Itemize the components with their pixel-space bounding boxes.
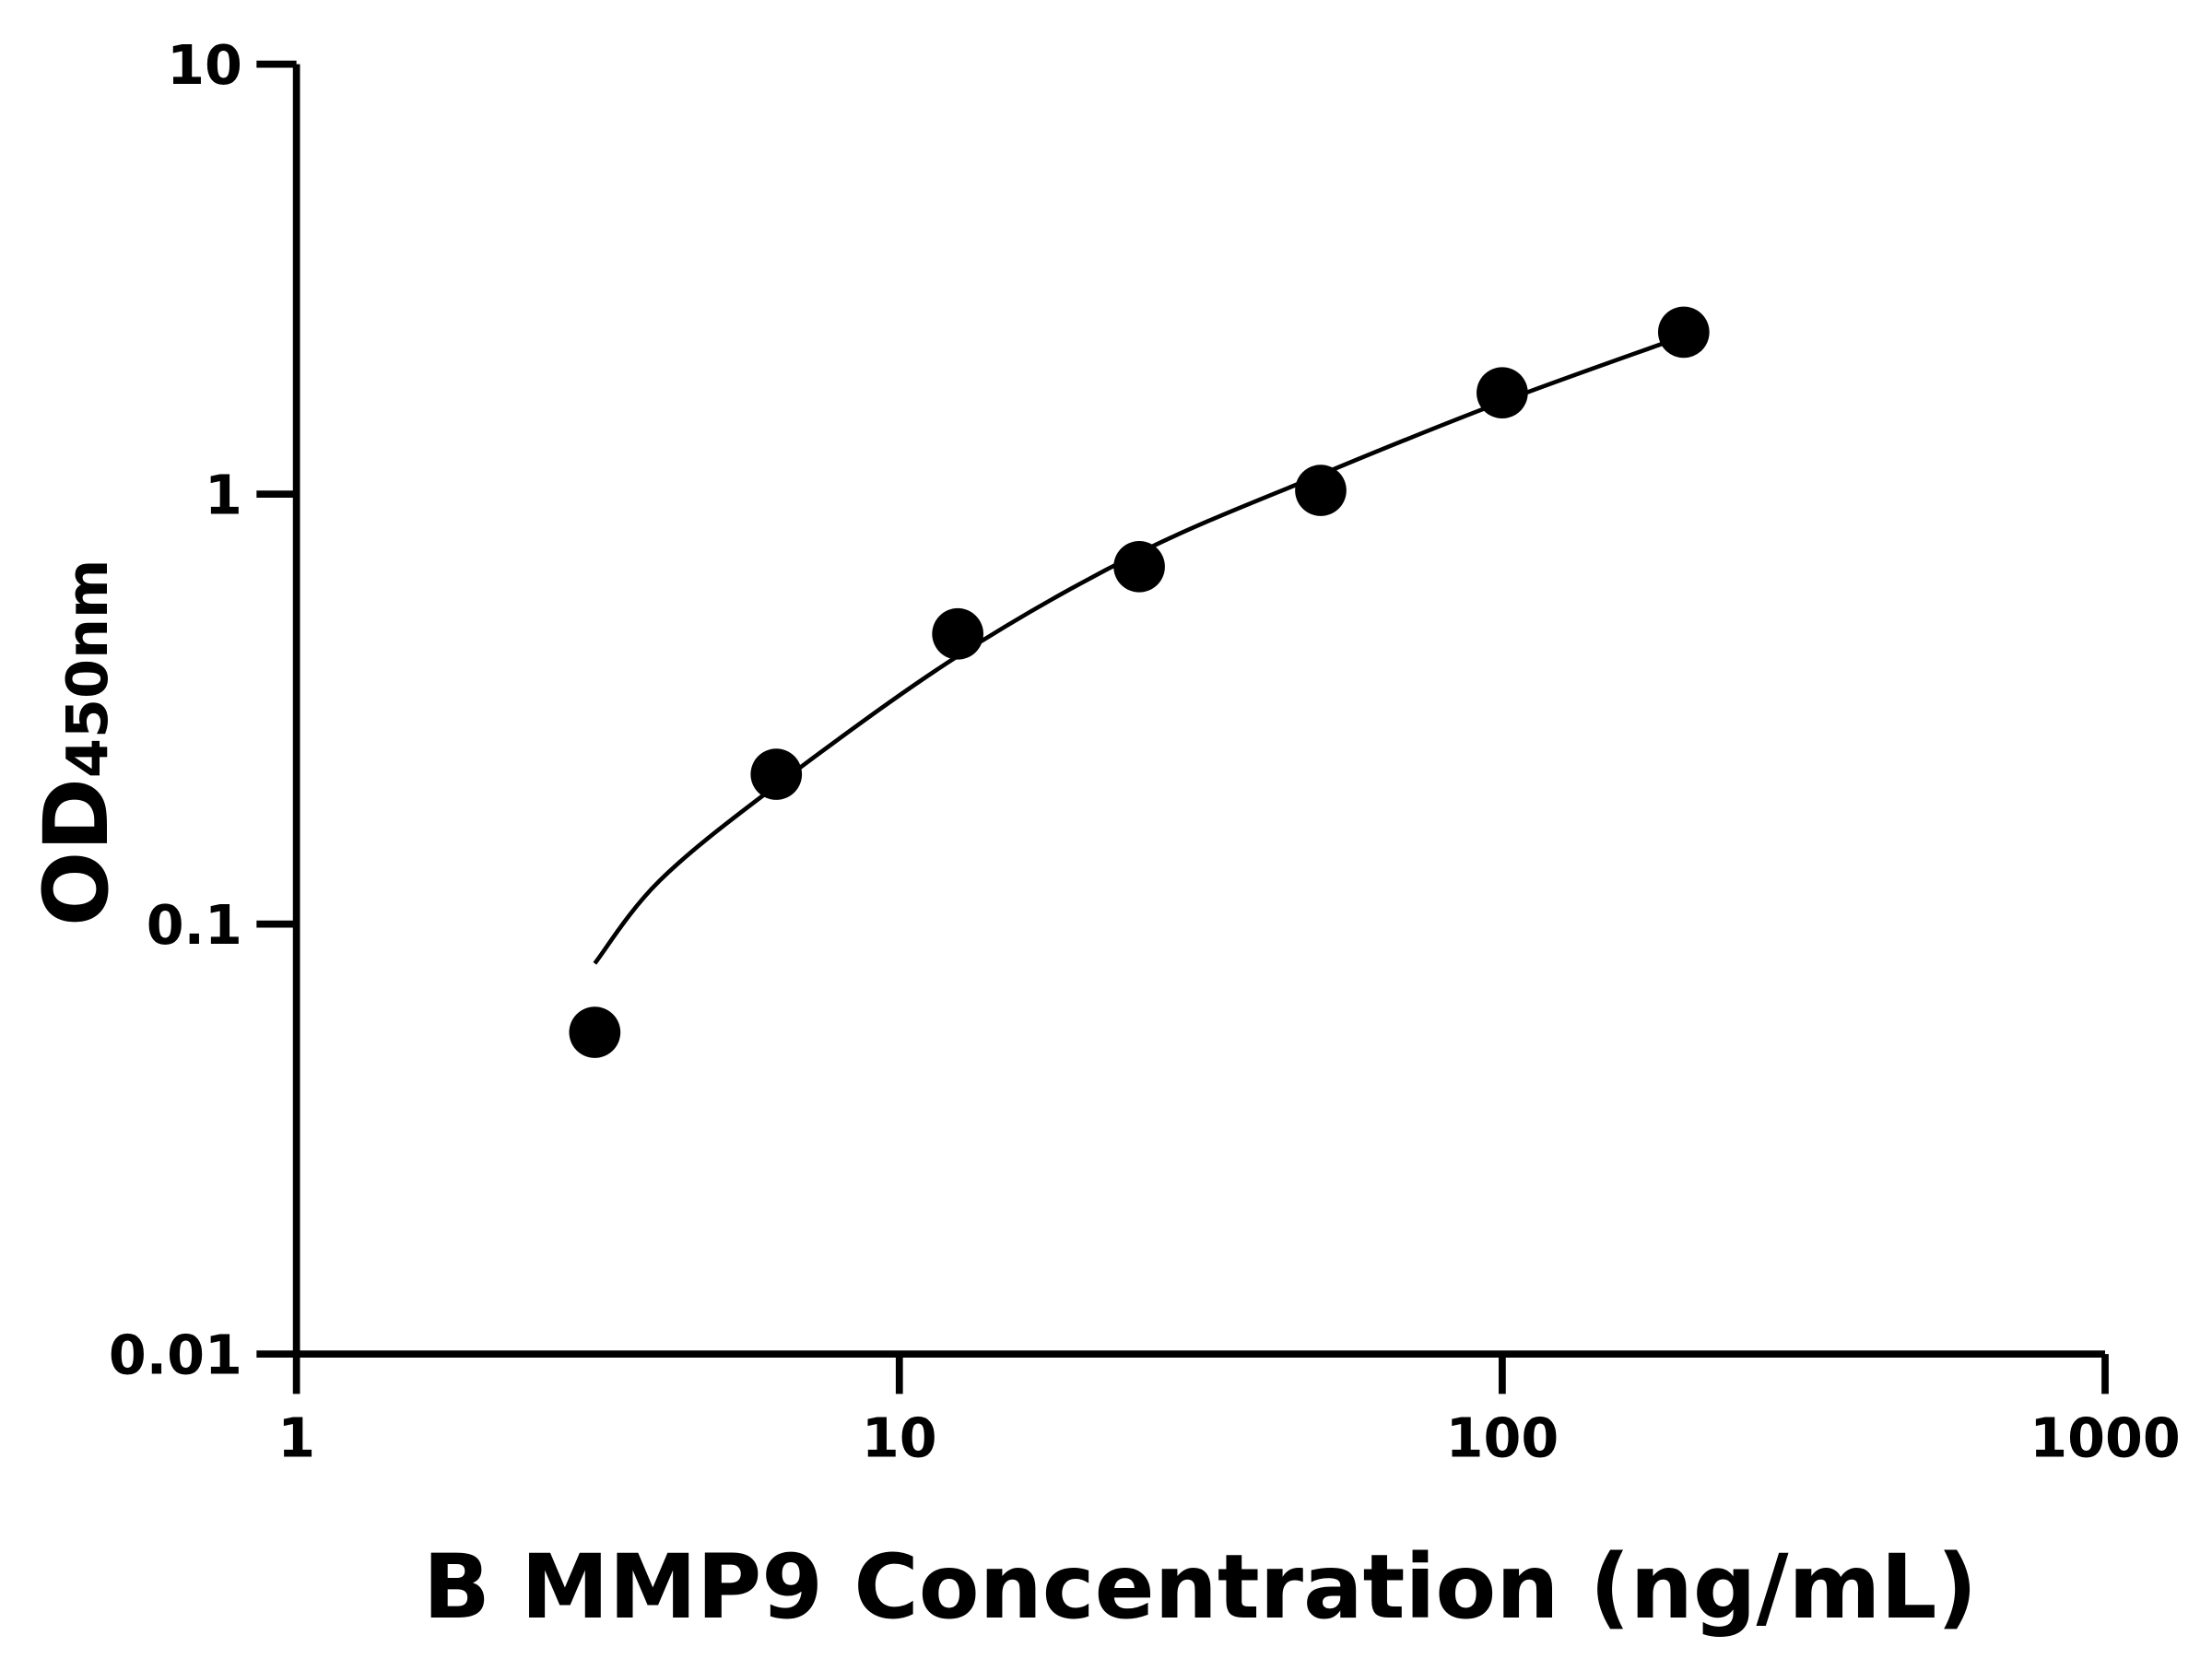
y-axis-label: OD450nm [25,559,128,927]
y-tick-label: 0.01 [109,1324,242,1387]
data-point [750,748,803,800]
data-point [1477,367,1528,419]
x-tick-label: 100 [1446,1406,1559,1469]
fit-curve [593,334,1685,965]
y-axis-label-main: OD [25,778,128,926]
y-axis-label-sub: 450nm [54,559,121,779]
x-axis-label: B MMP9 Concentration (ng/mL) [423,1535,1977,1639]
data-point [932,607,983,660]
data-points [569,306,1710,1058]
data-point [569,1006,621,1058]
x-tick-label: 1 [277,1406,315,1469]
y-tick-label: 10 [167,33,242,97]
y-tick-label: 1 [205,464,242,527]
data-point [1113,540,1165,593]
axes: 1 10 100 1000 0.01 0.1 1 10 [109,33,2181,1469]
data-point [1657,306,1710,359]
x-tick-label: 1000 [2030,1406,2181,1469]
x-tick-label: 10 [862,1406,937,1469]
y-tick-label: 0.1 [147,893,242,957]
svg-text:OD450nm: OD450nm [25,559,128,927]
data-point [1295,465,1347,516]
